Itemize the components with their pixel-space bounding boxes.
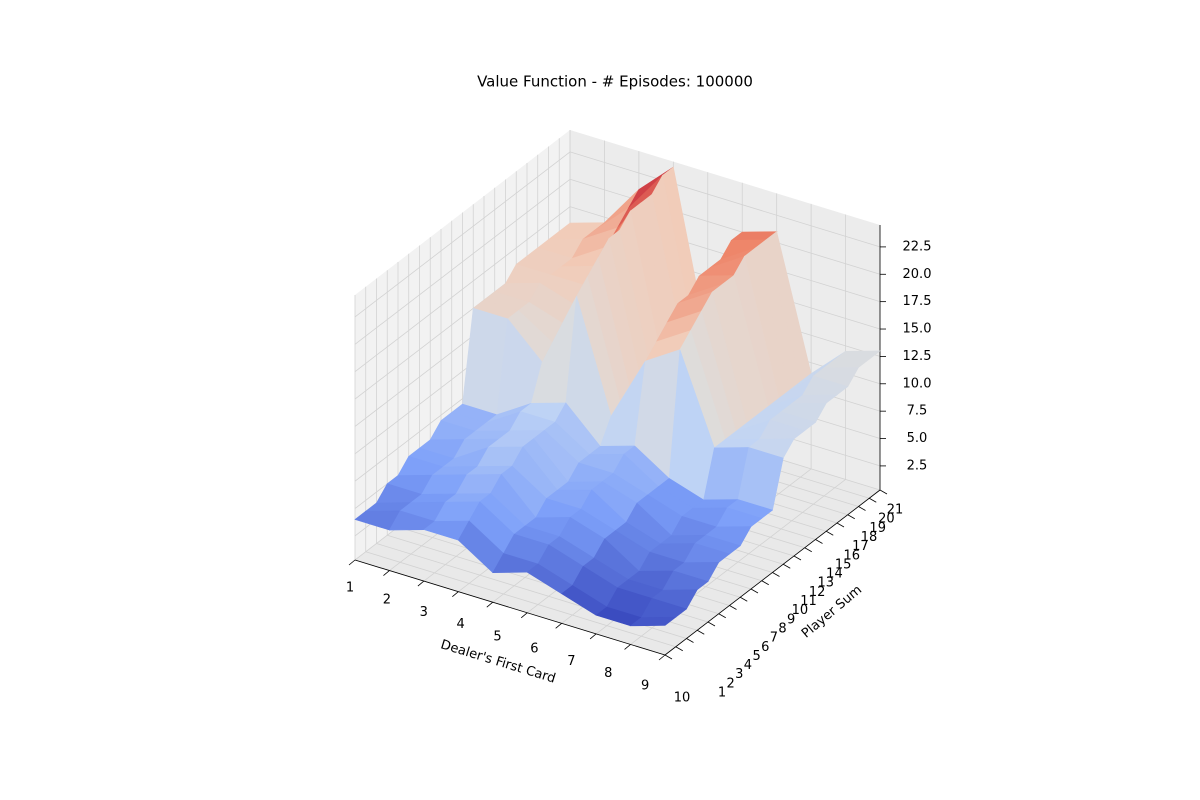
x-tick bbox=[658, 654, 666, 661]
y-tick-label: 2 bbox=[727, 676, 735, 691]
y-tick bbox=[879, 489, 888, 495]
y-tick-label: 18 bbox=[861, 530, 878, 545]
grid-line bbox=[354, 206, 571, 372]
x-tick bbox=[383, 570, 390, 576]
grid-line bbox=[569, 151, 881, 248]
y-tick bbox=[740, 596, 748, 602]
y-tick-label: 17 bbox=[852, 539, 869, 554]
y-tick-label: 1 bbox=[718, 686, 726, 701]
y-tick-label: 9 bbox=[787, 612, 795, 627]
x-tick bbox=[348, 559, 356, 566]
y-tick-label: 21 bbox=[887, 503, 904, 518]
x-tick-label: 7 bbox=[567, 654, 575, 669]
y-tick-label: 13 bbox=[818, 576, 835, 591]
grid-line bbox=[354, 151, 571, 318]
x-tick-label: 6 bbox=[530, 642, 538, 657]
y-tick-label: 15 bbox=[835, 557, 852, 572]
z-tick-label: 15.0 bbox=[903, 322, 932, 337]
y-tick bbox=[869, 497, 877, 503]
x-axis bbox=[354, 559, 666, 656]
y-tick bbox=[847, 514, 855, 520]
z-tick-label: 7.5 bbox=[907, 404, 928, 419]
y-tick bbox=[804, 547, 812, 553]
x-tick-label: 4 bbox=[457, 617, 465, 632]
grid-line bbox=[365, 551, 676, 648]
x-tick-label: 9 bbox=[641, 678, 649, 693]
x-tick-label: 2 bbox=[383, 593, 391, 608]
y-tick bbox=[826, 530, 834, 536]
z-tick-label: 12.5 bbox=[903, 349, 932, 364]
y-tick-label: 8 bbox=[778, 621, 786, 636]
grid-line bbox=[569, 178, 881, 275]
z-tick-label: 22.5 bbox=[903, 239, 932, 254]
x-tick bbox=[555, 623, 562, 629]
y-tick bbox=[783, 563, 791, 569]
x-tick bbox=[589, 633, 597, 640]
x-tick bbox=[417, 580, 425, 587]
z-tick-label: 20.0 bbox=[903, 267, 932, 282]
y-tick-label: 19 bbox=[869, 521, 886, 536]
y-tick bbox=[836, 522, 845, 528]
y-tick bbox=[761, 580, 769, 586]
z-tick-label: 2.5 bbox=[907, 458, 928, 473]
x-tick-label: 8 bbox=[604, 666, 612, 681]
y-tick-label: 4 bbox=[744, 658, 752, 673]
y-tick bbox=[675, 646, 683, 652]
x-tick bbox=[452, 591, 459, 597]
x-tick-label: 3 bbox=[420, 605, 428, 620]
y-tick bbox=[664, 654, 673, 660]
z-tick-label: 10.0 bbox=[903, 376, 932, 391]
y-tick-label: 5 bbox=[752, 649, 760, 664]
y-tick bbox=[686, 638, 694, 643]
z-tick-label: 17.5 bbox=[903, 294, 932, 309]
y-tick-label: 7 bbox=[770, 631, 778, 646]
y-tick bbox=[729, 605, 737, 610]
x-tick-label: 1 bbox=[346, 581, 354, 596]
x-tick-label: 5 bbox=[493, 629, 501, 644]
x-tick bbox=[520, 612, 528, 619]
y-tick-label: 6 bbox=[761, 640, 769, 655]
x-tick-label: 10 bbox=[674, 691, 691, 706]
y-tick bbox=[858, 506, 866, 511]
y-tick bbox=[750, 588, 759, 594]
y-tick bbox=[793, 555, 802, 561]
y-tick bbox=[772, 572, 780, 577]
y-tick bbox=[718, 613, 726, 619]
y-tick bbox=[815, 539, 823, 544]
x-tick bbox=[486, 601, 494, 608]
y-tick bbox=[697, 629, 705, 635]
grid-line bbox=[354, 178, 571, 345]
x-axis-label: Dealer's First Card bbox=[439, 637, 557, 686]
y-tick-label: 14 bbox=[826, 567, 843, 582]
surface-face bbox=[629, 616, 677, 627]
z-tick-label: 5.0 bbox=[907, 431, 928, 446]
chart-title: Value Function - # Episodes: 100000 bbox=[477, 73, 753, 91]
x-tick bbox=[624, 644, 631, 650]
y-tick-label: 3 bbox=[735, 667, 743, 682]
y-tick-label: 20 bbox=[878, 512, 895, 527]
y-tick bbox=[707, 621, 716, 627]
y-tick-label: 12 bbox=[809, 585, 826, 600]
y-tick-label: 10 bbox=[792, 603, 809, 618]
y-tick-label: 11 bbox=[800, 594, 817, 609]
y-tick-label: 16 bbox=[843, 548, 860, 563]
